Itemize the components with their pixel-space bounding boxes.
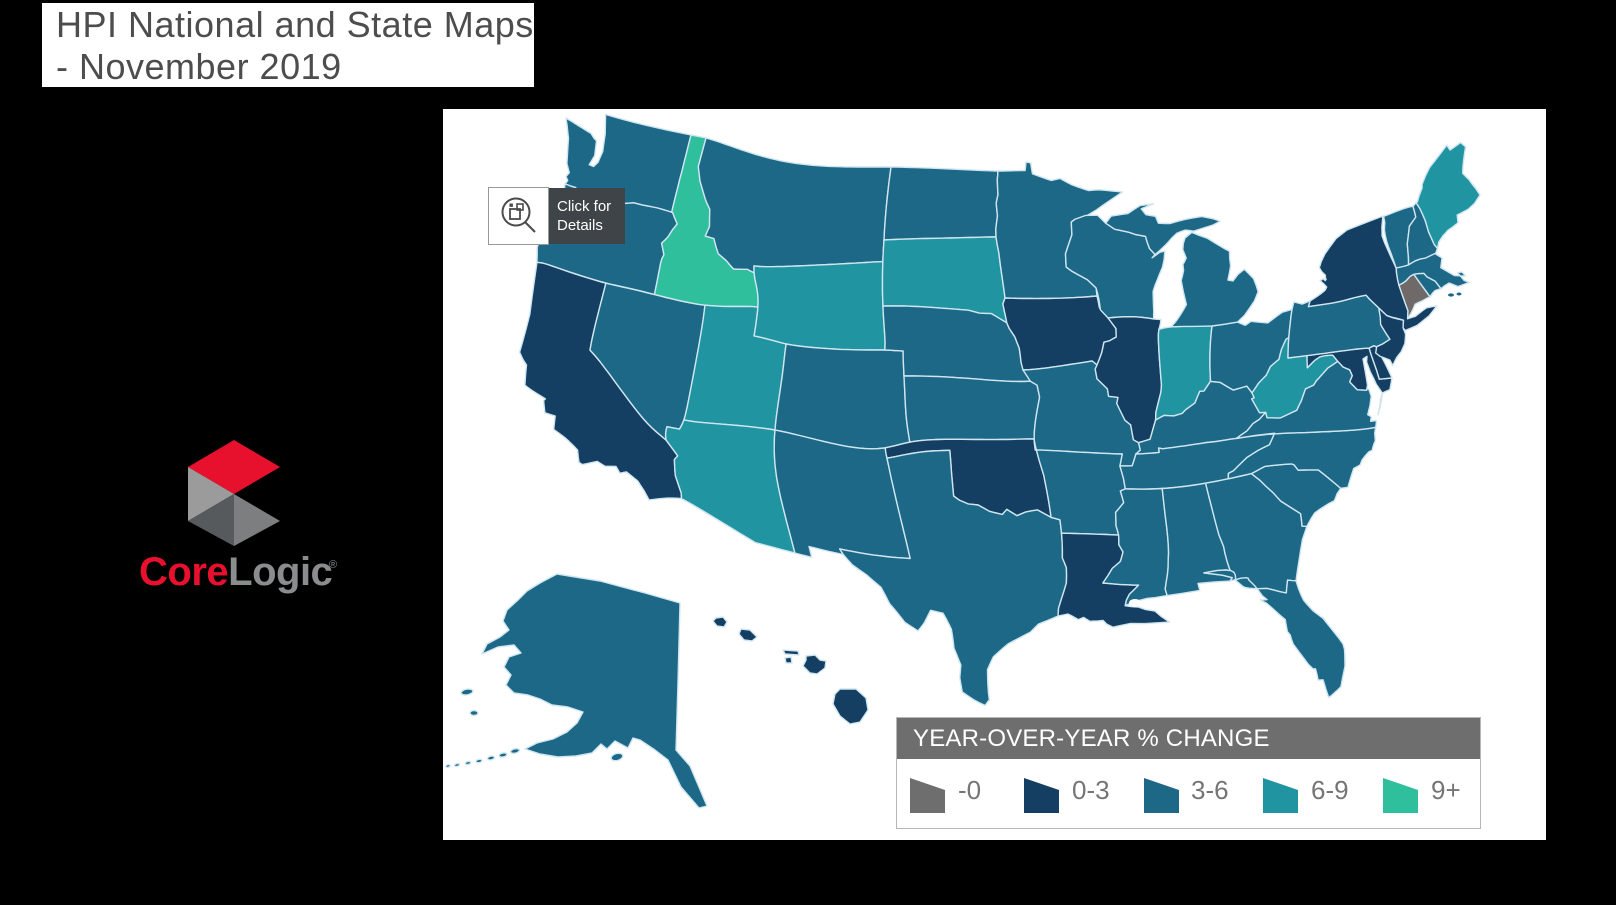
svg-text:®: ®	[329, 559, 337, 571]
svg-text:CoreLogic: CoreLogic	[139, 550, 333, 594]
